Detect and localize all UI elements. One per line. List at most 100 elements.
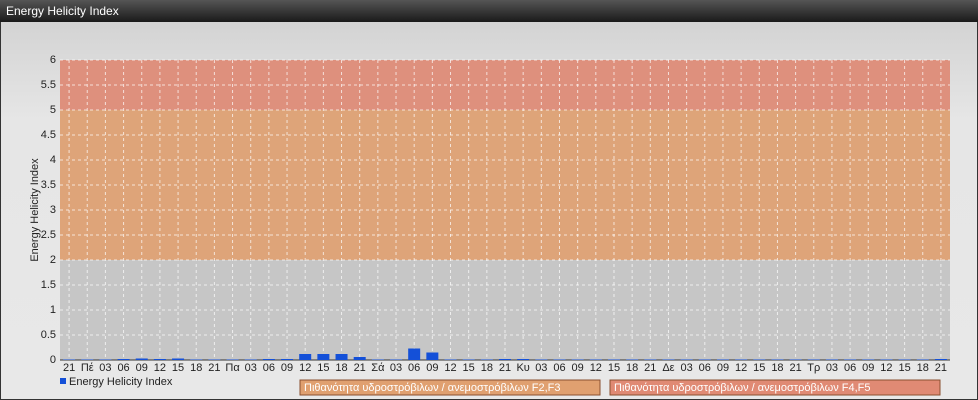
- x-tick-label: 12: [880, 362, 892, 374]
- x-tick-label: 21: [499, 362, 511, 374]
- band-legend-box: [609, 379, 941, 396]
- band-legend-label: Πιθανότητα υδροστρόβιλων / ανεμοστρόβιλω…: [304, 382, 561, 394]
- bar: [462, 359, 475, 360]
- bar: [371, 359, 384, 360]
- x-tick-label: 15: [463, 362, 475, 374]
- y-tick-label: 0.5: [41, 329, 56, 341]
- bar: [771, 359, 784, 360]
- x-tick-label: 12: [154, 362, 166, 374]
- bar: [208, 359, 221, 360]
- x-tick-label: 21: [63, 362, 75, 374]
- chart-title: Energy Helicity Index: [6, 4, 119, 18]
- x-tick-label: Σά: [371, 362, 385, 374]
- x-tick-label: 12: [735, 362, 747, 374]
- bar: [81, 359, 94, 360]
- bar: [825, 359, 838, 360]
- bar: [862, 359, 875, 360]
- x-tick-label: 09: [136, 362, 148, 374]
- x-tick-label: 18: [771, 362, 783, 374]
- bar: [662, 359, 675, 360]
- x-tick-label: 12: [299, 362, 311, 374]
- y-tick-label: 4: [50, 154, 56, 166]
- bar: [880, 359, 893, 360]
- x-tick-label: 18: [190, 362, 202, 374]
- x-tick-label: Πέ: [81, 362, 94, 374]
- bar: [299, 354, 312, 360]
- bar: [626, 359, 639, 360]
- y-tick-label: 1.5: [41, 279, 56, 291]
- bar: [916, 359, 929, 360]
- x-tick-label: 15: [753, 362, 765, 374]
- bar: [553, 359, 566, 360]
- bar: [190, 359, 203, 360]
- y-tick-label: 5.5: [41, 79, 56, 91]
- bar: [680, 359, 693, 360]
- x-tick-label: 06: [117, 362, 129, 374]
- x-tick-label: Τρ: [807, 362, 820, 374]
- x-tick-label: 09: [572, 362, 584, 374]
- bar: [571, 359, 584, 360]
- x-tick-label: 03: [826, 362, 838, 374]
- x-tick-label: 15: [898, 362, 910, 374]
- header: [0, 0, 978, 22]
- x-tick-label: 12: [444, 362, 456, 374]
- bar: [898, 359, 911, 360]
- bar: [535, 359, 548, 360]
- x-tick-label: 09: [426, 362, 438, 374]
- bar: [589, 359, 602, 360]
- x-tick-label: 09: [717, 362, 729, 374]
- bar: [317, 354, 330, 360]
- bar: [844, 359, 857, 360]
- x-tick-label: 06: [408, 362, 420, 374]
- bar: [444, 359, 457, 360]
- legend-label: Energy Helicity Index: [69, 376, 173, 388]
- x-tick-label: 06: [553, 362, 565, 374]
- bar: [716, 359, 729, 360]
- x-tick-label: 09: [862, 362, 874, 374]
- bar: [934, 359, 947, 360]
- bar: [226, 359, 239, 360]
- bar: [244, 359, 257, 360]
- y-tick-label: 5: [50, 104, 56, 116]
- bar: [390, 359, 403, 360]
- band-legend-label: Πιθανότητα υδροστρόβιλων / ανεμοστρόβιλω…: [614, 382, 871, 394]
- bar: [807, 359, 820, 360]
- y-tick-label: 3.5: [41, 179, 56, 191]
- bar: [408, 348, 421, 360]
- x-tick-label: 21: [789, 362, 801, 374]
- x-tick-label: 15: [608, 362, 620, 374]
- bar: [698, 359, 711, 360]
- bar: [99, 359, 112, 360]
- band-legend-box: [299, 379, 601, 396]
- bar: [172, 358, 185, 360]
- x-tick-label: 03: [681, 362, 693, 374]
- bar: [735, 359, 748, 360]
- x-tick-label: 03: [99, 362, 111, 374]
- bar: [153, 359, 166, 360]
- bar: [789, 359, 802, 360]
- x-tick-label: 12: [590, 362, 602, 374]
- x-tick-label: Δε: [662, 362, 674, 374]
- y-tick-label: 0: [50, 354, 56, 366]
- y-tick-label: 2.5: [41, 229, 56, 241]
- bar: [63, 359, 76, 360]
- x-tick-label: 06: [699, 362, 711, 374]
- x-tick-label: 18: [917, 362, 929, 374]
- y-axis-label: Energy Helicity Index: [29, 158, 41, 262]
- x-tick-label: 03: [245, 362, 257, 374]
- bar: [281, 359, 294, 360]
- bar: [262, 359, 275, 360]
- x-tick-label: 03: [535, 362, 547, 374]
- x-tick-label: 09: [281, 362, 293, 374]
- legend-marker: [60, 378, 66, 384]
- x-tick-label: 21: [935, 362, 947, 374]
- x-tick-label: 15: [317, 362, 329, 374]
- x-tick-label: 21: [354, 362, 366, 374]
- bar: [607, 359, 620, 360]
- bar: [426, 352, 439, 360]
- x-tick-label: 06: [263, 362, 275, 374]
- y-tick-label: 1: [50, 304, 56, 316]
- bar: [644, 359, 657, 360]
- bar: [499, 359, 511, 360]
